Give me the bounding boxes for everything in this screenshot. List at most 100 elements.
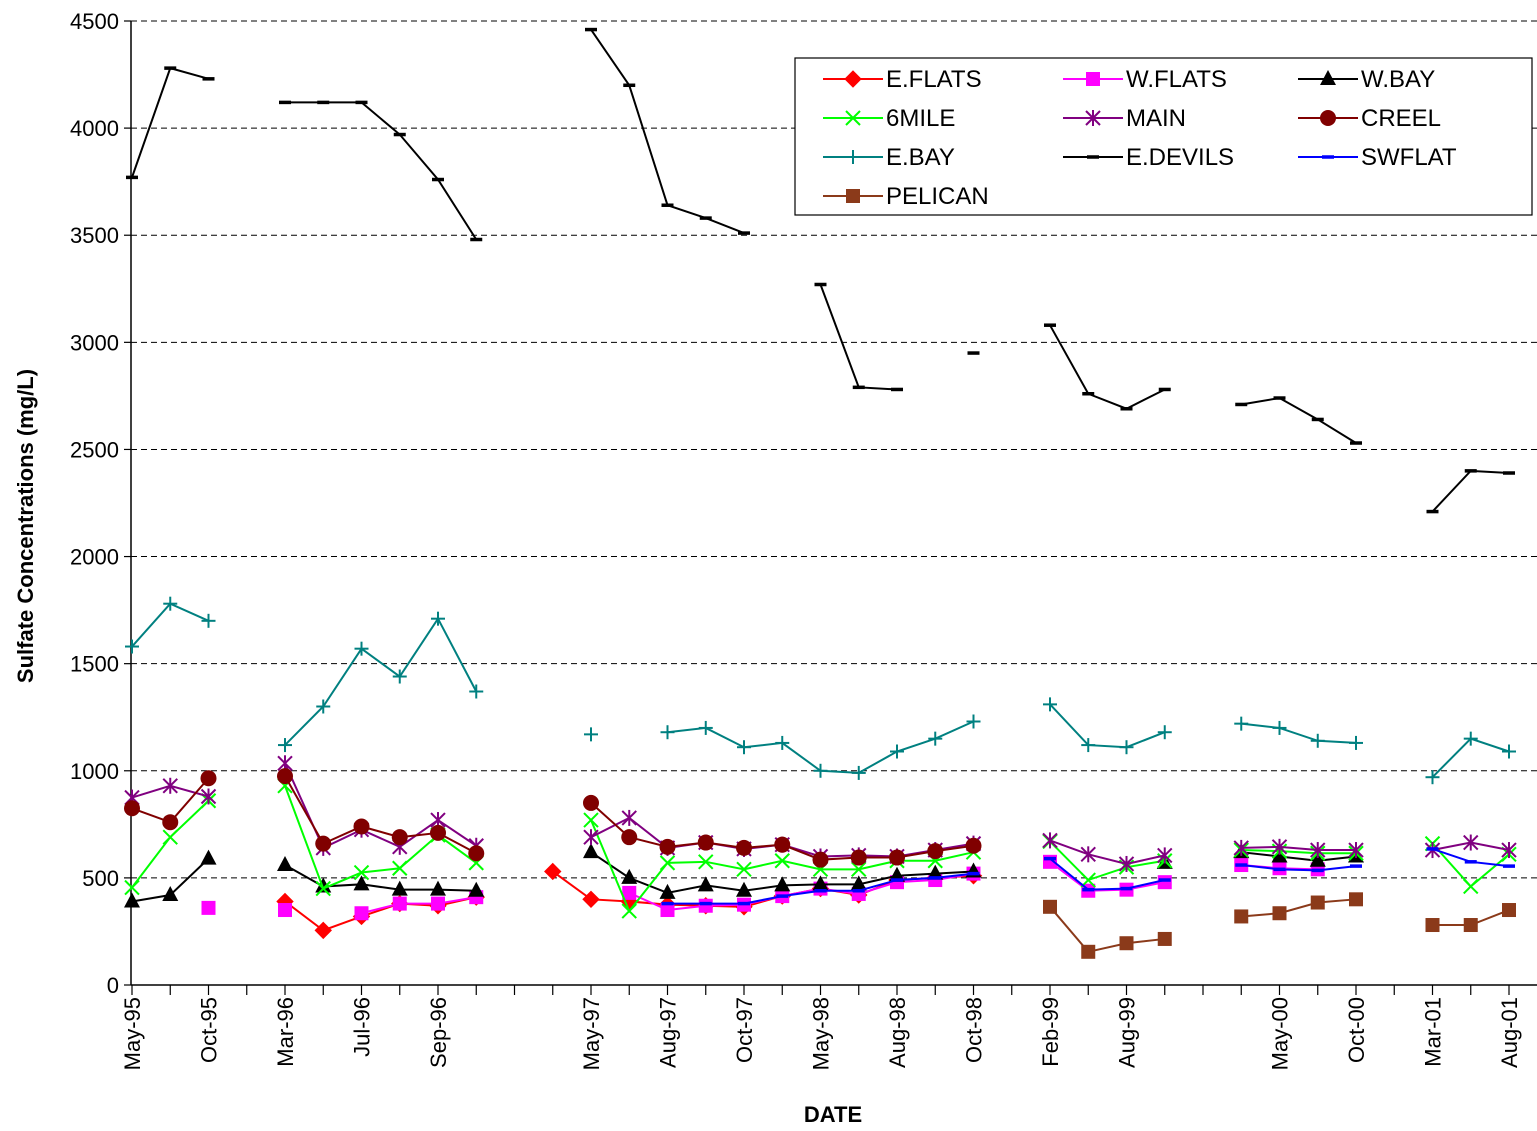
data-point <box>354 641 369 656</box>
data-point <box>1081 944 1096 959</box>
data-point <box>1463 878 1479 895</box>
data-point <box>544 862 562 881</box>
series-line <box>1049 861 1165 892</box>
series-line <box>131 66 209 178</box>
y-tick-label: 3000 <box>70 330 119 355</box>
data-point <box>430 824 446 841</box>
x-tick-label: Oct-97 <box>732 997 757 1063</box>
legend-marker <box>846 189 860 203</box>
data-point <box>353 864 370 881</box>
legend-label: E.FLATS <box>886 66 982 93</box>
data-point <box>200 849 217 865</box>
legend-marker <box>1320 70 1336 85</box>
x-tick-label: Mar-96 <box>273 997 298 1067</box>
legend-label: E.BAY <box>886 144 955 171</box>
series-creel <box>124 768 982 868</box>
series-line <box>1049 840 1165 882</box>
x-tick-label: May-00 <box>1268 997 1293 1070</box>
data-point <box>889 849 905 866</box>
data-point <box>1463 918 1478 933</box>
x-tick-label: Aug-98 <box>885 997 910 1068</box>
series-line <box>361 896 477 915</box>
x-axis-ticks: May-95 Oct-95 Mar-96 Jul-96 Sep-96 May-97 Aug-… <box>120 985 1522 1070</box>
legend-label: W.FLATS <box>1126 66 1227 93</box>
data-point <box>1081 738 1096 753</box>
x-tick-label: Oct-95 <box>197 997 222 1063</box>
legend-item: SWFLAT <box>1298 144 1457 171</box>
data-point <box>774 853 790 869</box>
data-point <box>850 849 867 866</box>
data-point <box>468 881 485 897</box>
data-point <box>1348 842 1364 859</box>
series-line <box>284 785 477 890</box>
legend-label: E.DEVILS <box>1126 144 1234 171</box>
data-point <box>1157 931 1172 946</box>
x-tick-label: May-95 <box>120 997 145 1070</box>
data-point <box>621 829 638 846</box>
series-line <box>1431 469 1510 513</box>
data-point <box>660 903 675 918</box>
data-point <box>622 885 637 900</box>
data-point <box>583 812 599 828</box>
legend-label: W.BAY <box>1361 66 1435 93</box>
y-axis-title: Sulfate Concentrations (mg/L) <box>13 369 38 683</box>
data-point <box>1157 847 1173 864</box>
legend-item: W.BAY <box>1298 66 1435 93</box>
data-point <box>737 740 751 755</box>
data-point <box>392 860 408 876</box>
data-point <box>582 890 600 909</box>
data-point <box>1501 842 1517 859</box>
y-tick-label: 4000 <box>70 116 119 141</box>
series-e-devils <box>126 27 1515 514</box>
data-point <box>1425 918 1440 933</box>
x-tick-label: May-98 <box>809 997 834 1070</box>
data-point <box>162 886 179 902</box>
data-point <box>278 903 292 918</box>
data-point <box>200 770 217 787</box>
legend: E.FLATS W.FLATS W.BAY 6MILE MAIN CREEL E.BAY E.… <box>794 57 1533 216</box>
data-point <box>812 851 829 868</box>
series-line <box>1049 857 1165 891</box>
data-point <box>1118 855 1135 872</box>
series-line <box>1241 722 1357 744</box>
data-point <box>1349 735 1363 750</box>
data-point <box>1234 909 1249 924</box>
data-point <box>315 835 332 852</box>
data-point <box>1463 731 1478 746</box>
data-point <box>201 613 216 628</box>
data-point <box>1043 899 1057 914</box>
data-point <box>1157 875 1172 890</box>
data-point <box>889 866 905 882</box>
data-point <box>314 921 332 940</box>
data-point <box>1271 838 1288 855</box>
data-point <box>124 892 140 908</box>
data-point <box>850 875 867 891</box>
series-line <box>1049 839 1165 865</box>
data-point <box>813 763 828 778</box>
data-point <box>1502 744 1516 759</box>
data-point <box>1310 733 1325 748</box>
data-point <box>1042 832 1058 849</box>
legend-item: MAIN <box>1063 105 1186 132</box>
series-w-bay <box>124 843 1364 908</box>
data-point <box>1425 770 1440 785</box>
data-point <box>391 829 408 846</box>
series-line <box>1241 864 1357 872</box>
legend-marker <box>845 110 861 126</box>
data-point <box>354 906 369 921</box>
data-point <box>1349 892 1363 907</box>
legend-item: E.DEVILS <box>1063 144 1234 171</box>
series-swflat <box>661 847 1515 906</box>
legend-marker <box>1085 110 1101 126</box>
legend-item: E.FLATS <box>823 66 982 93</box>
y-tick-label: 2500 <box>70 437 119 462</box>
x-tick-label: Feb-99 <box>1038 997 1063 1067</box>
grid-lines <box>131 20 1537 879</box>
data-point <box>1502 903 1516 918</box>
series-line <box>1241 849 1356 855</box>
series-line <box>1049 703 1166 749</box>
data-point <box>391 880 408 896</box>
legend-label: CREEL <box>1361 105 1441 132</box>
data-point <box>277 768 293 785</box>
